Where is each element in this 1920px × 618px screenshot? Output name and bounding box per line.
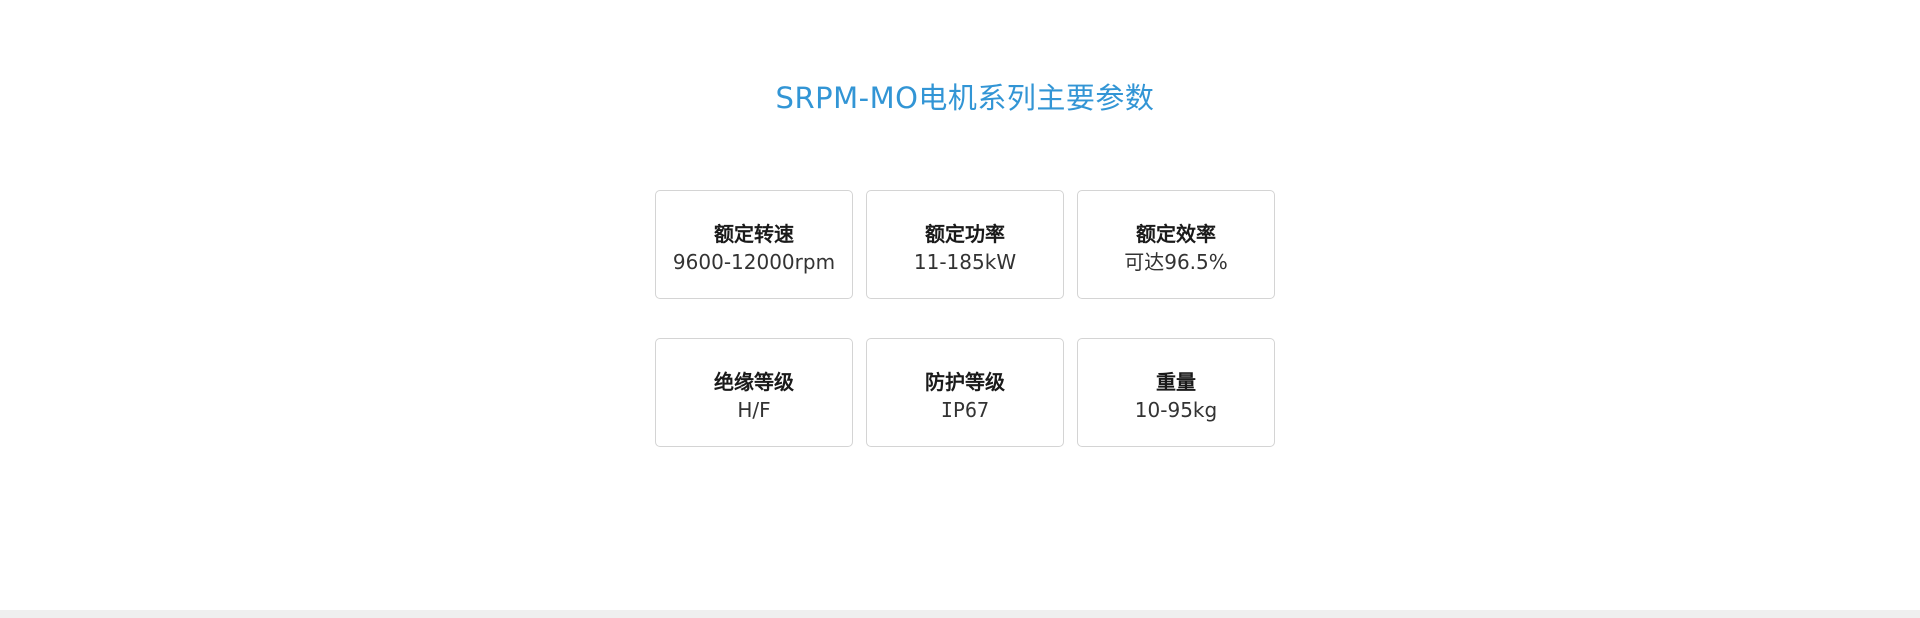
- parameter-card-insulation-class: 绝缘等级 H/F: [655, 338, 853, 447]
- page: SRPM-MO电机系列主要参数 额定转速 9600-12000rpm 额定功率 …: [0, 78, 1920, 618]
- parameter-label: 重量: [1156, 370, 1196, 394]
- parameter-label: 额定效率: [1136, 222, 1216, 246]
- parameter-value: 9600-12000rpm: [672, 250, 836, 274]
- parameters-grid: 额定转速 9600-12000rpm 额定功率 11-185kW 额定效率 可达…: [5, 190, 1920, 447]
- parameter-label: 额定功率: [925, 222, 1005, 246]
- parameter-label: 绝缘等级: [714, 370, 794, 394]
- parameter-card-rated-power: 额定功率 11-185kW: [866, 190, 1064, 299]
- parameter-card-rated-efficiency: 额定效率 可达96.5%: [1077, 190, 1275, 299]
- parameter-label: 额定转速: [714, 222, 794, 246]
- parameter-card-weight: 重量 10-95kg: [1077, 338, 1275, 447]
- parameter-value: 10-95kg: [1134, 398, 1218, 422]
- parameter-value: IP67: [940, 398, 990, 422]
- parameter-card-rated-speed: 额定转速 9600-12000rpm: [655, 190, 853, 299]
- parameter-value: 11-185kW: [913, 250, 1017, 274]
- footer-strip: [0, 610, 1920, 618]
- parameter-card-protection-rating: 防护等级 IP67: [866, 338, 1064, 447]
- parameter-label: 防护等级: [925, 370, 1005, 394]
- parameter-value: H/F: [737, 398, 771, 422]
- parameter-value: 可达96.5%: [1124, 250, 1228, 274]
- page-title: SRPM-MO电机系列主要参数: [775, 81, 1155, 115]
